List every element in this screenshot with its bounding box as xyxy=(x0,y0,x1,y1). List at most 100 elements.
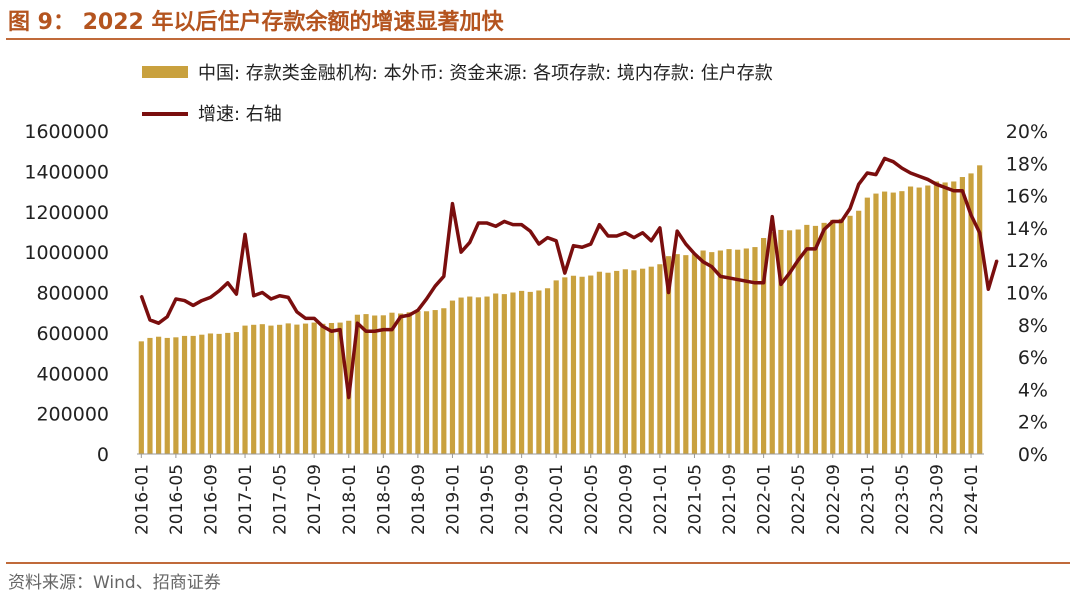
growth-point xyxy=(468,241,471,244)
deposit-bar xyxy=(251,324,257,454)
deposit-bar xyxy=(562,277,568,454)
x-tick-label: 2019-01 xyxy=(443,464,463,535)
source-divider xyxy=(6,562,1070,564)
x-tick-label: 2020-01 xyxy=(547,464,567,535)
growth-point xyxy=(304,317,307,320)
deposit-bar xyxy=(873,193,879,454)
x-tick-label: 2017-05 xyxy=(271,464,291,535)
growth-point xyxy=(520,223,523,226)
x-tick-label: 2020-05 xyxy=(582,464,602,535)
growth-point xyxy=(149,319,151,321)
title-divider xyxy=(6,38,1070,40)
deposit-bar xyxy=(233,332,239,454)
growth-point xyxy=(978,231,981,234)
deposit-bar xyxy=(614,270,620,454)
deposit-bar xyxy=(700,250,706,454)
deposit-bar xyxy=(147,337,153,454)
y-left-tick-label: 0 xyxy=(97,444,109,466)
x-tick-label: 2021-01 xyxy=(651,464,671,535)
y-right-tick-label: 8% xyxy=(1018,315,1048,337)
deposit-bar xyxy=(795,229,801,454)
growth-point xyxy=(503,220,506,223)
growth-point xyxy=(875,173,877,176)
growth-point xyxy=(408,314,411,316)
deposit-bar xyxy=(225,332,231,455)
growth-point xyxy=(685,243,687,245)
legend-swatch-bar xyxy=(142,66,188,78)
growth-point xyxy=(780,283,782,286)
deposit-bar xyxy=(138,341,144,454)
deposit-bar xyxy=(519,290,525,454)
growth-point xyxy=(901,167,903,169)
deposit-bar xyxy=(268,325,274,454)
x-tick-label: 2016-05 xyxy=(167,464,187,535)
growth-point xyxy=(287,296,290,299)
deposit-bar xyxy=(648,266,654,454)
growth-point xyxy=(365,330,367,333)
y-right-tick-label: 2% xyxy=(1018,412,1048,434)
x-tick-label: 2016-09 xyxy=(201,464,221,535)
x-axis: 2016-01 2016-05 2016-09 2017-01 2017-05 2017-… xyxy=(132,454,982,535)
deposit-bar xyxy=(579,276,585,454)
deposit-bar xyxy=(415,311,421,454)
deposit-bar xyxy=(743,248,749,454)
growth-point xyxy=(745,280,748,283)
deposit-bar xyxy=(769,231,775,454)
growth-point xyxy=(831,220,834,223)
growth-point xyxy=(278,294,281,297)
deposit-bar xyxy=(199,334,205,454)
deposit-bar xyxy=(181,335,188,454)
deposit-bar xyxy=(259,324,265,454)
deposit-bar xyxy=(821,222,827,454)
growth-point xyxy=(244,233,246,236)
growth-point xyxy=(762,282,765,284)
growth-point xyxy=(451,202,454,205)
deposit-bar xyxy=(311,322,317,454)
growth-point xyxy=(209,296,212,299)
growth-point xyxy=(702,261,704,263)
x-tick-label: 2020-09 xyxy=(616,464,636,535)
deposit-bar xyxy=(674,254,680,454)
x-tick-label: 2019-05 xyxy=(478,464,498,535)
deposit-bar xyxy=(761,237,767,454)
growth-point xyxy=(944,186,946,189)
deposit-bar xyxy=(484,296,490,454)
growth-point xyxy=(546,236,549,239)
growth-line-series xyxy=(139,156,999,400)
growth-point xyxy=(814,248,817,250)
deposit-bar xyxy=(899,191,905,454)
growth-point xyxy=(486,222,488,224)
deposit-bar xyxy=(389,312,395,454)
growth-point xyxy=(425,298,428,300)
growth-point xyxy=(728,277,730,279)
growth-point xyxy=(650,240,653,242)
growth-point xyxy=(443,275,445,278)
deposit-bar xyxy=(812,225,819,454)
deposit-bar xyxy=(605,272,611,454)
x-tick-label: 2017-01 xyxy=(236,464,256,535)
growth-point xyxy=(788,272,791,274)
x-tick-label: 2022-05 xyxy=(789,464,809,535)
growth-point xyxy=(624,231,627,234)
y-right-tick-label: 14% xyxy=(1006,218,1048,240)
growth-point xyxy=(494,225,497,228)
deposit-bar xyxy=(665,256,672,454)
deposit-bar xyxy=(691,254,698,454)
deposit-bar xyxy=(622,269,628,454)
growth-point xyxy=(615,235,618,237)
growth-point xyxy=(736,278,739,281)
growth-point xyxy=(996,259,998,262)
growth-point xyxy=(564,272,566,274)
growth-point xyxy=(589,243,592,245)
deposit-bar xyxy=(449,300,456,454)
y-right-tick-label: 10% xyxy=(1006,283,1048,305)
y-right-tick-label: 18% xyxy=(1006,153,1048,175)
growth-point xyxy=(883,157,886,160)
growth-point xyxy=(806,248,808,250)
deposit-bar xyxy=(190,335,196,454)
deposit-bar xyxy=(864,197,870,454)
growth-point xyxy=(183,299,186,302)
deposit-bar xyxy=(709,252,715,455)
growth-point xyxy=(477,222,480,224)
deposit-bar xyxy=(830,219,836,454)
